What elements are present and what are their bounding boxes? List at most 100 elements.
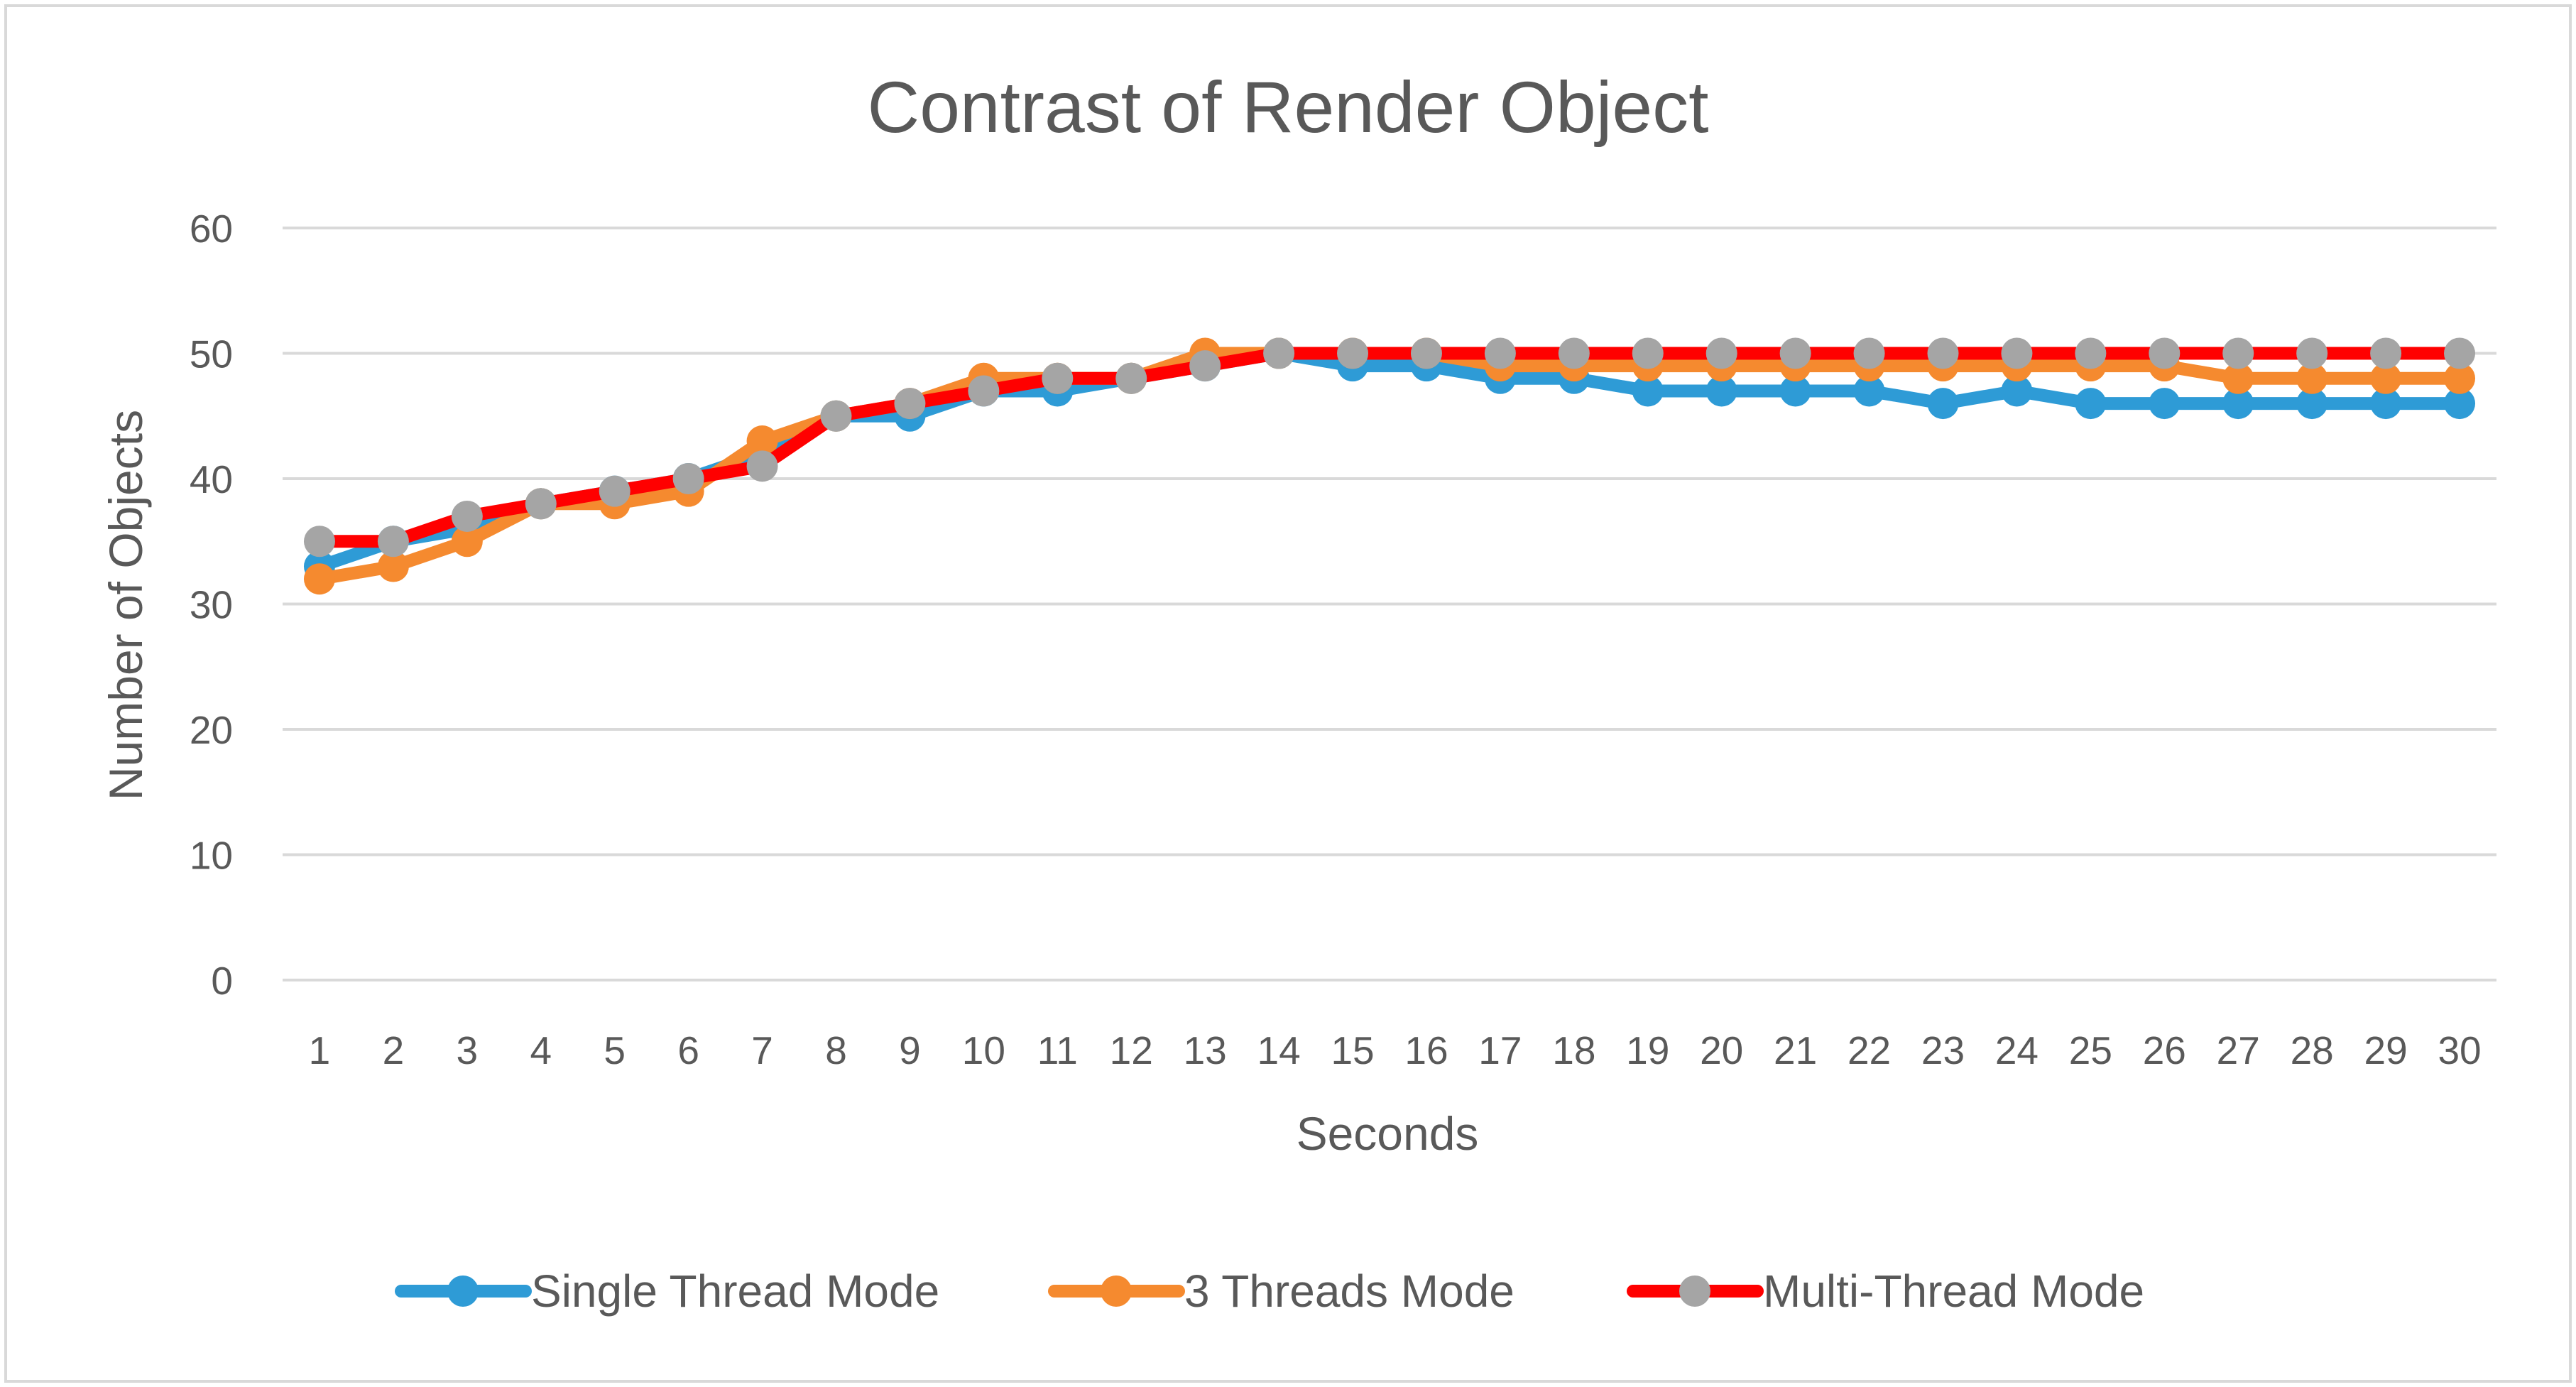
x-tick-label: 11 — [1037, 1028, 1078, 1072]
chart-border — [4, 4, 2572, 1383]
legend-item: Multi-Thread Mode — [1627, 1266, 2144, 1317]
data-point — [1189, 350, 1221, 382]
data-point — [968, 375, 1000, 407]
data-point — [451, 500, 483, 532]
data-point — [1410, 337, 1442, 369]
x-tick-label: 1 — [309, 1028, 331, 1072]
x-tick-label: 7 — [751, 1028, 773, 1072]
x-tick-label: 27 — [2217, 1028, 2260, 1072]
data-point — [2222, 337, 2254, 369]
data-point — [2296, 337, 2328, 369]
x-tick-label: 24 — [1995, 1028, 2039, 1072]
legend-item: Single Thread Mode — [395, 1266, 939, 1317]
data-point — [1853, 337, 1885, 369]
data-point — [672, 463, 704, 494]
x-tick-label: 13 — [1184, 1028, 1227, 1072]
x-tick-label: 6 — [677, 1028, 699, 1072]
x-tick-label: 30 — [2438, 1028, 2481, 1072]
legend-marker — [1679, 1276, 1710, 1307]
x-axis-title: Seconds — [1297, 1107, 1479, 1160]
series-group — [303, 337, 2476, 595]
data-point — [2444, 388, 2476, 420]
data-point — [1779, 337, 1811, 369]
data-point — [1337, 337, 1369, 369]
data-point — [1263, 337, 1295, 369]
data-point — [2444, 337, 2476, 369]
legend-item: 3 Threads Mode — [1048, 1266, 1515, 1317]
legend-label: 3 Threads Mode — [1184, 1266, 1515, 1317]
x-tick-label: 2 — [383, 1028, 405, 1072]
x-tick-label: 19 — [1626, 1028, 1669, 1072]
y-axis-title: Number of Objects — [99, 410, 152, 800]
x-tick-label: 5 — [604, 1028, 626, 1072]
data-point — [1484, 337, 1516, 369]
data-point — [1632, 375, 1664, 407]
data-point — [2222, 362, 2254, 394]
y-tick-label: 30 — [190, 583, 233, 627]
data-point — [525, 488, 557, 520]
x-tick-label: 12 — [1110, 1028, 1153, 1072]
data-point — [1632, 337, 1664, 369]
y-tick-label: 50 — [190, 332, 233, 376]
data-point — [2222, 388, 2254, 420]
data-point — [2370, 362, 2402, 394]
data-point — [2296, 388, 2328, 420]
x-tick-label: 4 — [530, 1028, 552, 1072]
data-point — [599, 475, 631, 507]
data-point — [2001, 337, 2033, 369]
data-point — [746, 425, 778, 457]
data-point — [2075, 337, 2107, 369]
legend-label: Multi-Thread Mode — [1763, 1266, 2144, 1317]
data-point — [303, 563, 335, 595]
data-point — [2370, 337, 2402, 369]
data-point — [451, 526, 483, 557]
x-tick-label: 22 — [1848, 1028, 1891, 1072]
x-tick-label: 18 — [1552, 1028, 1595, 1072]
legend-marker — [1101, 1276, 1132, 1307]
data-point — [2370, 388, 2402, 420]
legend: Single Thread Mode 3 Threads Mode Multi-Th… — [395, 1266, 2144, 1317]
x-axis-ticks: 1 2 3 4 5 6 7 8 9 10 11 12 13 14 15 16 17 18 19 20 21 22 23 24 2… — [309, 1028, 2482, 1072]
y-tick-label: 20 — [190, 708, 233, 752]
x-tick-label: 8 — [825, 1028, 847, 1072]
data-point — [377, 526, 409, 557]
data-point — [1705, 375, 1737, 407]
data-point — [746, 450, 778, 482]
data-point — [894, 388, 926, 420]
data-point — [1853, 375, 1885, 407]
y-tick-label: 40 — [190, 457, 233, 501]
y-tick-label: 60 — [190, 207, 233, 251]
data-point — [1115, 362, 1147, 394]
legend-label: Single Thread Mode — [531, 1266, 939, 1317]
data-point — [2296, 362, 2328, 394]
x-tick-label: 9 — [899, 1028, 921, 1072]
x-tick-label: 21 — [1774, 1028, 1817, 1072]
data-point — [2075, 388, 2107, 420]
data-point — [2001, 375, 2033, 407]
data-point — [303, 526, 335, 557]
data-point — [820, 400, 852, 432]
x-tick-label: 28 — [2291, 1028, 2334, 1072]
x-tick-label: 23 — [1921, 1028, 1965, 1072]
legend-marker — [447, 1276, 479, 1307]
x-tick-label: 29 — [2364, 1028, 2408, 1072]
y-tick-label: 0 — [211, 959, 233, 1003]
series-3 — [303, 337, 2476, 557]
x-tick-label: 20 — [1700, 1028, 1743, 1072]
y-tick-label: 10 — [190, 834, 233, 878]
data-point — [1042, 362, 1074, 394]
data-point — [2149, 388, 2181, 420]
x-tick-label: 16 — [1404, 1028, 1448, 1072]
data-point — [1927, 337, 1959, 369]
x-tick-label: 14 — [1257, 1028, 1301, 1072]
data-point — [1779, 375, 1811, 407]
data-point — [377, 550, 409, 582]
data-point — [1558, 337, 1590, 369]
data-point — [1927, 388, 1959, 420]
data-point — [1705, 337, 1737, 369]
x-tick-label: 15 — [1331, 1028, 1374, 1072]
data-point — [2444, 362, 2476, 394]
x-tick-label: 3 — [457, 1028, 479, 1072]
